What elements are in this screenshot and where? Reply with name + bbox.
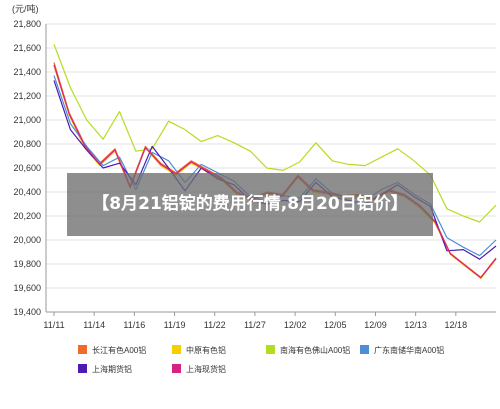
y-tick-label: 20,000 xyxy=(13,235,41,245)
y-tick-label: 21,200 xyxy=(13,91,41,101)
x-tick-label: 12/02 xyxy=(284,320,307,330)
x-tick-label: 11/19 xyxy=(164,320,186,330)
legend-swatch xyxy=(266,345,275,354)
x-tick-label: 11/14 xyxy=(83,320,105,330)
y-tick-label: 20,800 xyxy=(13,139,41,149)
y-tick-label: 21,600 xyxy=(13,43,41,53)
legend-swatch xyxy=(172,364,181,373)
legend-swatch xyxy=(172,345,181,354)
legend-label: 广东南储华南A00铝 xyxy=(374,345,444,355)
y-tick-label: 20,600 xyxy=(13,163,41,173)
x-tick-label: 12/18 xyxy=(445,320,468,330)
legend-swatch xyxy=(78,364,87,373)
x-tick-label: 12/13 xyxy=(404,320,427,330)
series-line xyxy=(53,44,497,223)
x-tick-label: 11/22 xyxy=(204,320,226,330)
x-tick-label: 11/16 xyxy=(123,320,145,330)
grid-lines xyxy=(46,23,496,313)
axes xyxy=(45,24,496,316)
y-tick-label: 20,200 xyxy=(13,211,41,221)
y-tick-labels: 19,400 19,600 19,800 20,000 20,200 20,400 20,6… xyxy=(13,19,41,317)
x-tick-label: 11/11 xyxy=(43,320,64,330)
legend-label: 上海期货铝 xyxy=(92,364,132,374)
series-line xyxy=(53,64,497,279)
x-tick-label: 12/05 xyxy=(324,320,347,330)
y-tick-label: 21,000 xyxy=(13,115,41,125)
x-tick-label: 12/09 xyxy=(364,320,387,330)
legend-label: 长江有色A00铝 xyxy=(92,345,146,355)
article-title-overlay[interactable]: 【8月21铝锭的费用行情,8月20日铝价】 xyxy=(67,173,433,236)
article-title[interactable]: 【8月21铝锭的费用行情,8月20日铝价】 xyxy=(92,194,408,214)
legend-label: 中原有色铝 xyxy=(186,345,226,355)
y-tick-label: 19,400 xyxy=(13,307,41,317)
y-tick-label: 20,400 xyxy=(13,187,41,197)
y-tick-label: 21,400 xyxy=(13,67,41,77)
y-tick-label: 19,600 xyxy=(13,283,41,293)
y-tick-label: 21,800 xyxy=(13,19,41,29)
series-lines xyxy=(53,44,497,279)
y-axis-unit-label: (元/吨) xyxy=(12,3,39,14)
legend-label: 南海有色佛山A00铝 xyxy=(280,345,350,355)
legend-label: 上海现货铝 xyxy=(186,364,226,374)
legend-swatch xyxy=(78,345,87,354)
legend-swatch xyxy=(360,345,369,354)
x-tick-label: 11/27 xyxy=(244,320,266,330)
x-tick-labels: 11/11 11/14 11/16 11/19 11/22 11/27 12/02 12/05… xyxy=(43,320,467,330)
y-tick-label: 19,800 xyxy=(13,259,41,269)
